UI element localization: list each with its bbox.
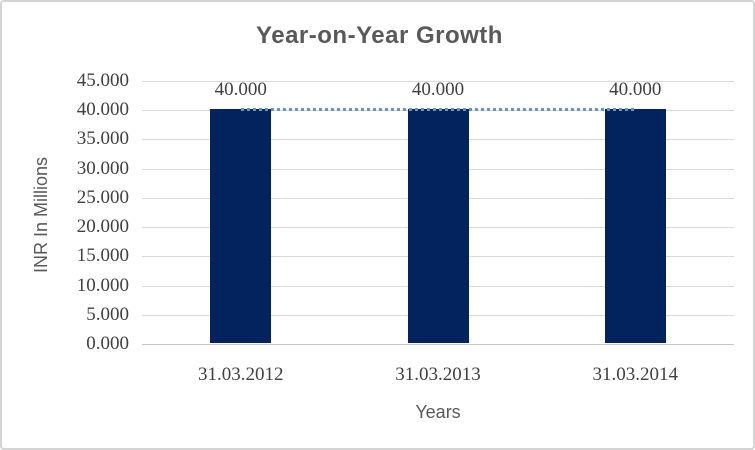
x-tick-label: 31.03.2013 [395,364,481,385]
gridline [142,81,734,82]
chart-title: Year-on-Year Growth [256,22,503,49]
bar-31.03.2014 [604,109,666,343]
plot-area: 40.000 40.000 40.000 [142,79,734,345]
y-tick-label: 10.000 [76,274,129,296]
bar-31.03.2012 [210,109,272,343]
x-axis-title: Years [415,402,461,422]
data-label: 40.000 [609,79,662,101]
x-tick-label: 31.03.2014 [592,364,679,385]
y-tick-label: 40.000 [76,99,129,121]
y-tick-label: 5.000 [86,303,129,325]
data-label: 40.000 [214,79,267,101]
gridline [142,344,734,345]
data-label: 40.000 [411,79,465,101]
y-tick-label: 0.000 [86,333,129,354]
trend-dotted-line [240,108,636,112]
y-tick-label: 20.000 [76,216,129,238]
bar-31.03.2013 [407,109,469,343]
y-tick-label: 15.000 [76,245,129,267]
y-tick-label: 25.000 [76,186,129,208]
y-tick-label: 45.000 [76,70,129,91]
x-tick-label: 31.03.2012 [197,364,284,385]
y-tick-label: 35.000 [76,128,129,150]
y-tick-label: 30.000 [76,157,129,179]
